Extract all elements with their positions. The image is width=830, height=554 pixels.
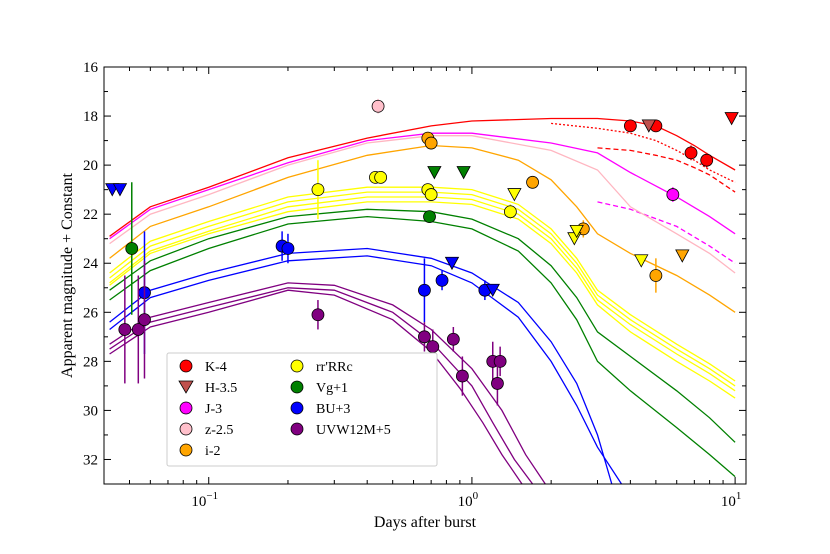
data-point-rr-rrc bbox=[424, 188, 438, 201]
data-point-uvw12m-5 bbox=[491, 377, 504, 390]
legend-marker-uvw12m-5 bbox=[290, 422, 304, 436]
data-point-z-2-5 bbox=[371, 99, 385, 113]
model-curve-r2-solid bbox=[109, 191, 736, 387]
upper-limit-vg-1 bbox=[456, 166, 471, 180]
x-axis-title: Days after burst bbox=[374, 514, 477, 531]
data-point-i-2 bbox=[526, 175, 539, 189]
model-curve-i-solid bbox=[109, 144, 736, 313]
model-curve-z-solid bbox=[109, 135, 736, 274]
data-point-k-4 bbox=[700, 153, 714, 167]
y-tick-label: 32 bbox=[83, 452, 98, 468]
data-point-uvw12m-5 bbox=[311, 308, 325, 322]
legend-label-bu-3: BU+3 bbox=[316, 402, 350, 417]
data-point-bu-3 bbox=[418, 283, 431, 297]
model-curve-k-dotted bbox=[551, 122, 736, 183]
y-tick-label: 16 bbox=[83, 60, 99, 76]
legend-marker-k-4 bbox=[179, 359, 193, 373]
data-point-rr-rrc bbox=[374, 170, 388, 184]
legend-marker-h-3-5 bbox=[178, 380, 194, 394]
legend-label-rr-rrc: rr'RRc bbox=[316, 360, 353, 375]
data-point-vg-1 bbox=[125, 242, 139, 255]
upper-limit-bu-3 bbox=[485, 283, 500, 298]
axis-ticks bbox=[103, 66, 746, 484]
upper-limit-rr-rrc bbox=[507, 188, 522, 202]
model-curve-j-dashed bbox=[597, 201, 736, 264]
model-curves bbox=[109, 117, 736, 484]
legend-marker-i-2 bbox=[179, 443, 193, 457]
plot-frame bbox=[103, 66, 747, 485]
legend-label-h-3-5: H-3.5 bbox=[205, 381, 237, 396]
data-markers bbox=[105, 98, 739, 406]
upper-limit-h-3-5 bbox=[641, 119, 656, 133]
y-tick-label: 26 bbox=[83, 305, 99, 321]
upper-limit-vg-1 bbox=[427, 166, 442, 180]
data-point-uvw12m-5 bbox=[446, 332, 460, 346]
data-point-bu-3 bbox=[435, 274, 449, 287]
legend-label-j-3: J-3 bbox=[205, 402, 222, 417]
model-curve-v-solid bbox=[109, 208, 736, 443]
model-curve-rc-solid bbox=[109, 201, 736, 399]
legend-marker-z-2-5 bbox=[179, 422, 193, 436]
data-point-i-2 bbox=[649, 269, 663, 282]
legend-marker-rr-rrc bbox=[290, 359, 304, 373]
y-tick-label: 18 bbox=[83, 109, 98, 125]
data-point-vg-1 bbox=[423, 210, 436, 224]
y-tick-label: 22 bbox=[83, 207, 98, 223]
legend: K-4 H-3.5 J-3 z-2.5 i-2 rr'RRc Vg+1 BU+3 UVW12M+… bbox=[166, 352, 438, 467]
legend-label-uvw12m-5: UVW12M+5 bbox=[316, 423, 391, 438]
model-curve-r1-solid bbox=[109, 186, 736, 382]
upper-limit-k-4 bbox=[724, 112, 739, 126]
upper-limit-rr-rrc bbox=[634, 254, 649, 268]
data-point-uvw12m-5 bbox=[138, 313, 151, 327]
model-curve-k-dashed bbox=[597, 147, 736, 193]
legend-label-k-4: K-4 bbox=[205, 360, 227, 375]
model-curve-uvw1-solid bbox=[109, 282, 546, 484]
data-point-rr-rrc bbox=[311, 183, 325, 197]
data-point-bu-3 bbox=[281, 242, 295, 255]
data-point-i-2 bbox=[424, 136, 438, 150]
y-tick-label: 30 bbox=[83, 403, 98, 419]
data-point-uvw12m-5 bbox=[418, 330, 431, 344]
upper-limit-i-2 bbox=[675, 249, 690, 263]
y-axis-title: Apparent magnitude + Constant bbox=[59, 172, 76, 378]
data-point-k-4 bbox=[623, 119, 637, 133]
legend-marker-bu-3 bbox=[290, 401, 304, 415]
data-point-uvw12m-5 bbox=[493, 354, 507, 368]
legend-marker-vg-1 bbox=[290, 380, 304, 394]
x-tick-label: 10−1 bbox=[191, 490, 218, 510]
model-curve-g-solid bbox=[109, 215, 736, 478]
legend-label-z-2-5: z-2.5 bbox=[205, 423, 233, 438]
data-point-j-3 bbox=[666, 188, 680, 201]
model-curve-uvw2-solid bbox=[109, 289, 523, 484]
data-point-uvw12m-5 bbox=[455, 369, 469, 383]
upper-limit-bu-3 bbox=[112, 183, 128, 197]
upper-limit-bu-3 bbox=[444, 256, 460, 271]
model-curve-k-solid bbox=[109, 117, 736, 237]
axis-tick-labels: 10−1 100 101 16 18 20 22 24 26 28 30 32 bbox=[83, 60, 741, 510]
legend-label-vg-1: Vg+1 bbox=[316, 381, 348, 396]
upper-limit-rr-rrc bbox=[569, 224, 584, 239]
upper-limit-rr-rrc bbox=[567, 232, 582, 246]
legend-marker-j-3 bbox=[179, 401, 193, 415]
legend-label-i-2: i-2 bbox=[205, 444, 221, 459]
y-tick-label: 20 bbox=[83, 158, 98, 174]
model-curve-uvm2-solid bbox=[109, 287, 534, 484]
data-point-uvw12m-5 bbox=[118, 323, 132, 336]
data-point-uvw12m-5 bbox=[426, 340, 440, 354]
data-point-k-4 bbox=[684, 146, 698, 160]
data-point-rr-rrc bbox=[503, 205, 517, 219]
model-curve-r-solid bbox=[109, 196, 736, 392]
y-tick-label: 24 bbox=[83, 256, 99, 272]
x-tick-label: 100 bbox=[458, 490, 479, 510]
model-curve-u-solid bbox=[109, 255, 623, 484]
x-tick-label: 101 bbox=[721, 490, 742, 510]
y-tick-label: 28 bbox=[83, 354, 98, 370]
